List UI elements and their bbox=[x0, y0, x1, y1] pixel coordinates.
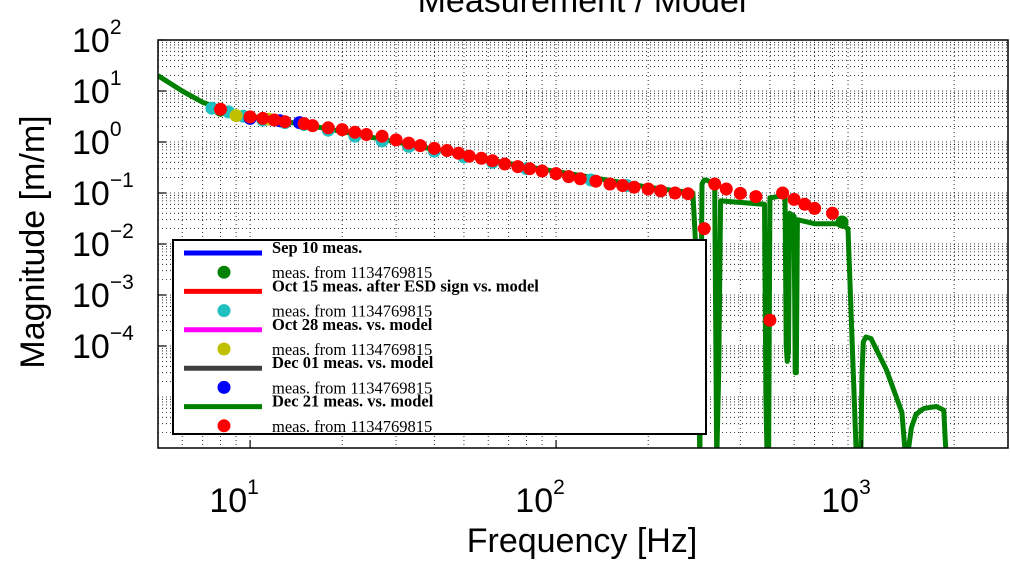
data-point bbox=[603, 177, 617, 191]
data-point bbox=[616, 179, 630, 192]
legend-label: meas. from 1134769815 bbox=[272, 302, 432, 321]
data-point bbox=[749, 190, 763, 204]
legend-box bbox=[172, 239, 707, 435]
legend-label: meas. from 1134769815 bbox=[272, 417, 432, 436]
data-point bbox=[462, 149, 476, 163]
data-point bbox=[306, 119, 320, 133]
data-point bbox=[708, 177, 722, 191]
data-point bbox=[278, 115, 292, 129]
data-point bbox=[835, 215, 849, 229]
legend-label: meas. from 1134769815 bbox=[272, 340, 432, 359]
legend-point-swatch bbox=[217, 380, 231, 394]
y-tick-label: 100 bbox=[72, 118, 122, 162]
data-point bbox=[511, 160, 525, 174]
y-tick-label: 10−1 bbox=[72, 169, 134, 213]
data-point bbox=[776, 186, 790, 200]
legend-point-swatch bbox=[217, 419, 231, 433]
data-point bbox=[321, 121, 335, 135]
data-point bbox=[359, 128, 373, 141]
data-point bbox=[733, 186, 747, 200]
data-point bbox=[498, 157, 512, 171]
data-point bbox=[440, 144, 454, 157]
data-point bbox=[573, 172, 587, 186]
data-point bbox=[214, 102, 227, 116]
data-point bbox=[256, 111, 270, 125]
y-tick-label: 10−3 bbox=[72, 271, 134, 315]
data-point bbox=[719, 182, 733, 196]
data-point bbox=[787, 192, 801, 206]
legend-point-swatch bbox=[217, 304, 231, 318]
x-tick-label: 101 bbox=[209, 476, 259, 520]
data-point bbox=[697, 222, 711, 236]
legend-label: meas. from 1134769815 bbox=[272, 378, 432, 397]
data-point bbox=[335, 123, 349, 137]
y-tick-label: 101 bbox=[72, 67, 122, 111]
series-points bbox=[205, 101, 849, 327]
data-point bbox=[798, 197, 812, 211]
data-point bbox=[641, 182, 655, 196]
x-tick-labels: 101 102 103 bbox=[209, 440, 871, 520]
data-point bbox=[535, 164, 549, 178]
y-tick-label: 102 bbox=[72, 16, 122, 60]
data-point bbox=[389, 133, 403, 147]
x-tick-label: 103 bbox=[821, 476, 871, 520]
data-point bbox=[375, 129, 389, 143]
legend-label: Oct 15 meas. after ESD sign vs. model bbox=[272, 276, 539, 295]
data-point bbox=[523, 162, 537, 176]
legend-label: Dec 21 meas. vs. model bbox=[272, 392, 434, 411]
legend-label: Oct 28 meas. vs. model bbox=[272, 315, 433, 334]
legend-point-swatch bbox=[217, 265, 231, 279]
data-point bbox=[654, 184, 668, 198]
data-point bbox=[589, 174, 603, 188]
data-point bbox=[808, 201, 822, 215]
data-point bbox=[562, 170, 576, 184]
y-tick-labels: 102 101 100 10−1 10−2 10−3 10−4 bbox=[72, 16, 166, 366]
y-axis-label: Magnitude [m/m] bbox=[14, 115, 52, 368]
data-point bbox=[427, 141, 441, 155]
data-point bbox=[681, 187, 695, 201]
y-tick-label: 10−2 bbox=[72, 220, 134, 264]
legend-label: Sep 10 meas. bbox=[272, 238, 362, 257]
data-point bbox=[229, 109, 243, 123]
data-point bbox=[627, 180, 641, 194]
data-point bbox=[825, 206, 839, 220]
legend-point-swatch bbox=[217, 342, 231, 356]
x-tick-label: 102 bbox=[515, 476, 565, 520]
chart-title: Measurement / Model bbox=[418, 0, 747, 20]
legend-label: meas. from 1134769815 bbox=[272, 263, 432, 282]
data-point bbox=[474, 151, 488, 165]
data-point bbox=[668, 186, 682, 200]
data-point bbox=[549, 167, 563, 181]
data-point bbox=[413, 139, 427, 153]
data-point bbox=[348, 125, 362, 139]
data-point bbox=[243, 110, 257, 124]
y-tick-label: 10−4 bbox=[72, 322, 134, 366]
data-point bbox=[763, 313, 777, 327]
data-point bbox=[486, 154, 499, 168]
data-point bbox=[402, 136, 416, 150]
x-axis-label: Frequency [Hz] bbox=[467, 522, 698, 560]
legend-label: Dec 01 meas. vs. model bbox=[272, 353, 434, 372]
data-point bbox=[452, 146, 465, 160]
data-point bbox=[267, 113, 281, 127]
